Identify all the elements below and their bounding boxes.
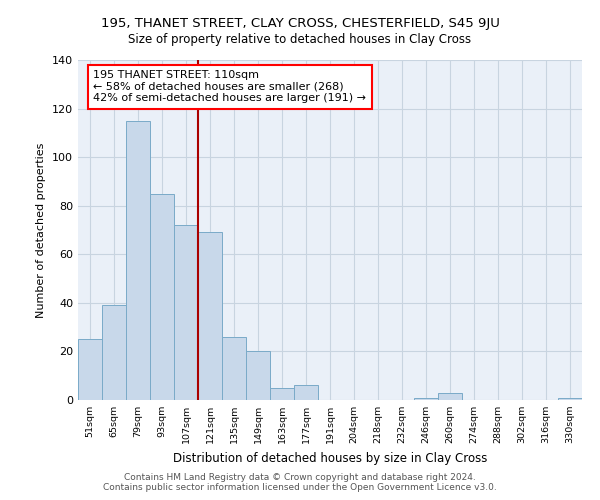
Bar bbox=[294, 386, 318, 400]
Bar bbox=[222, 337, 246, 400]
Bar bbox=[270, 388, 294, 400]
Bar bbox=[150, 194, 174, 400]
Text: 195, THANET STREET, CLAY CROSS, CHESTERFIELD, S45 9JU: 195, THANET STREET, CLAY CROSS, CHESTERF… bbox=[101, 18, 499, 30]
Bar bbox=[558, 398, 582, 400]
Bar bbox=[438, 392, 462, 400]
Bar bbox=[198, 232, 222, 400]
Bar bbox=[174, 225, 198, 400]
Bar bbox=[126, 120, 150, 400]
Bar bbox=[78, 340, 102, 400]
Bar bbox=[102, 306, 126, 400]
Text: 195 THANET STREET: 110sqm
← 58% of detached houses are smaller (268)
42% of semi: 195 THANET STREET: 110sqm ← 58% of detac… bbox=[93, 70, 366, 103]
Text: Contains HM Land Registry data © Crown copyright and database right 2024.
Contai: Contains HM Land Registry data © Crown c… bbox=[103, 473, 497, 492]
Y-axis label: Number of detached properties: Number of detached properties bbox=[37, 142, 46, 318]
Bar bbox=[246, 352, 270, 400]
Text: Size of property relative to detached houses in Clay Cross: Size of property relative to detached ho… bbox=[128, 32, 472, 46]
X-axis label: Distribution of detached houses by size in Clay Cross: Distribution of detached houses by size … bbox=[173, 452, 487, 464]
Bar bbox=[414, 398, 438, 400]
